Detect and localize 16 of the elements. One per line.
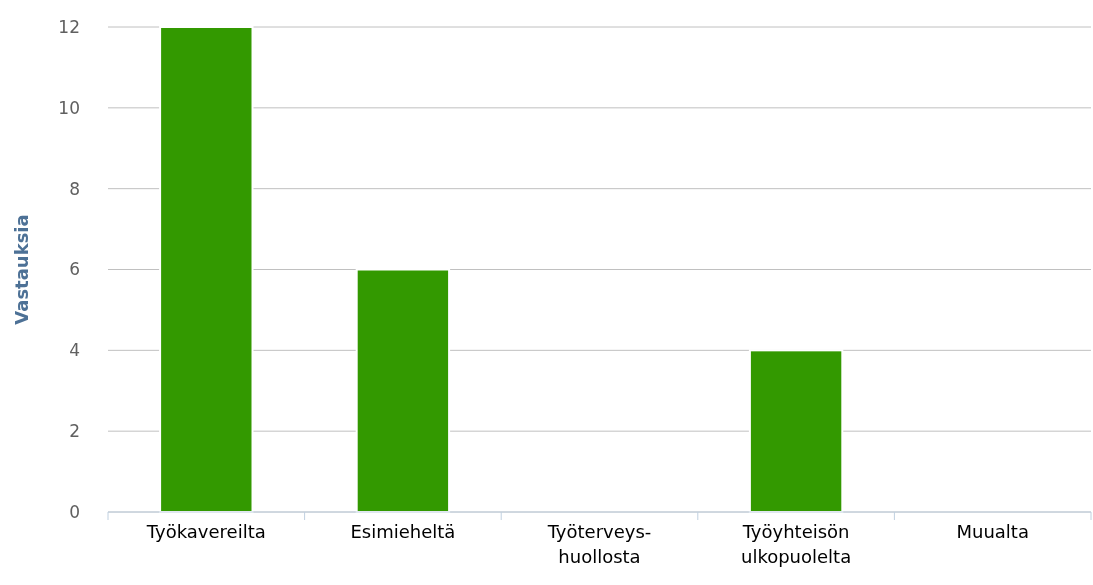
y-tick-label: 6 (69, 259, 80, 280)
y-tick-label: 8 (69, 178, 80, 199)
y-tick-label: 12 (58, 16, 80, 37)
y-axis-title: Vastauksia (11, 214, 32, 325)
bar (748, 349, 844, 513)
x-tick-label: Esimieheltä (350, 521, 456, 542)
x-tick-label: Työterveys- huollosta (546, 521, 652, 567)
y-tick-label: 10 (58, 97, 80, 118)
bar (355, 268, 451, 513)
y-tick-label: 2 (69, 421, 80, 442)
bar (159, 26, 254, 513)
y-tick-label: 0 (69, 501, 80, 522)
x-tick-label: Työkavereilta (145, 521, 266, 542)
x-tick-label: Muualta (956, 521, 1029, 542)
x-tick-label: Työyhteisön ulkopuolelta (740, 521, 852, 567)
y-tick-label: 4 (69, 340, 80, 361)
